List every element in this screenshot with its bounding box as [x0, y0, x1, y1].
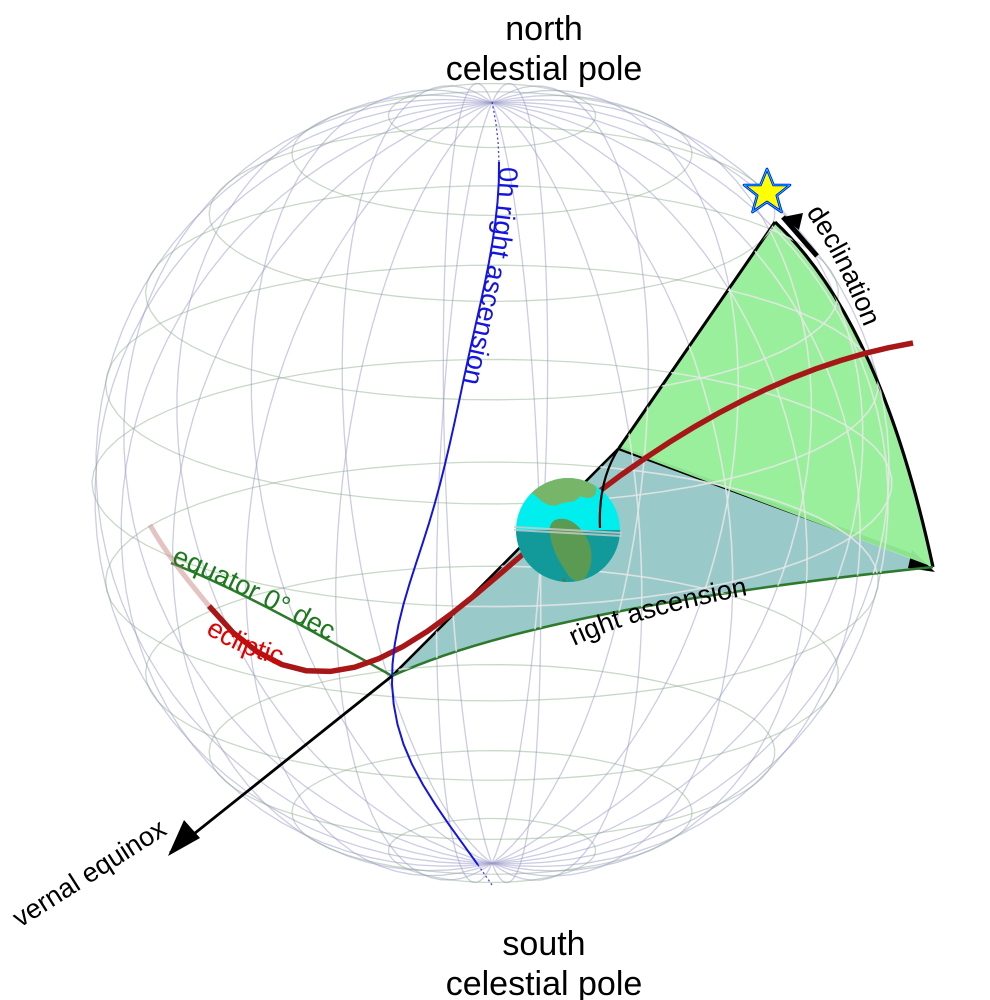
svg-text:celestial pole: celestial pole: [446, 965, 643, 1000]
svg-text:celestial pole: celestial pole: [446, 50, 643, 88]
svg-text:north: north: [505, 10, 583, 48]
svg-text:south: south: [502, 925, 585, 963]
